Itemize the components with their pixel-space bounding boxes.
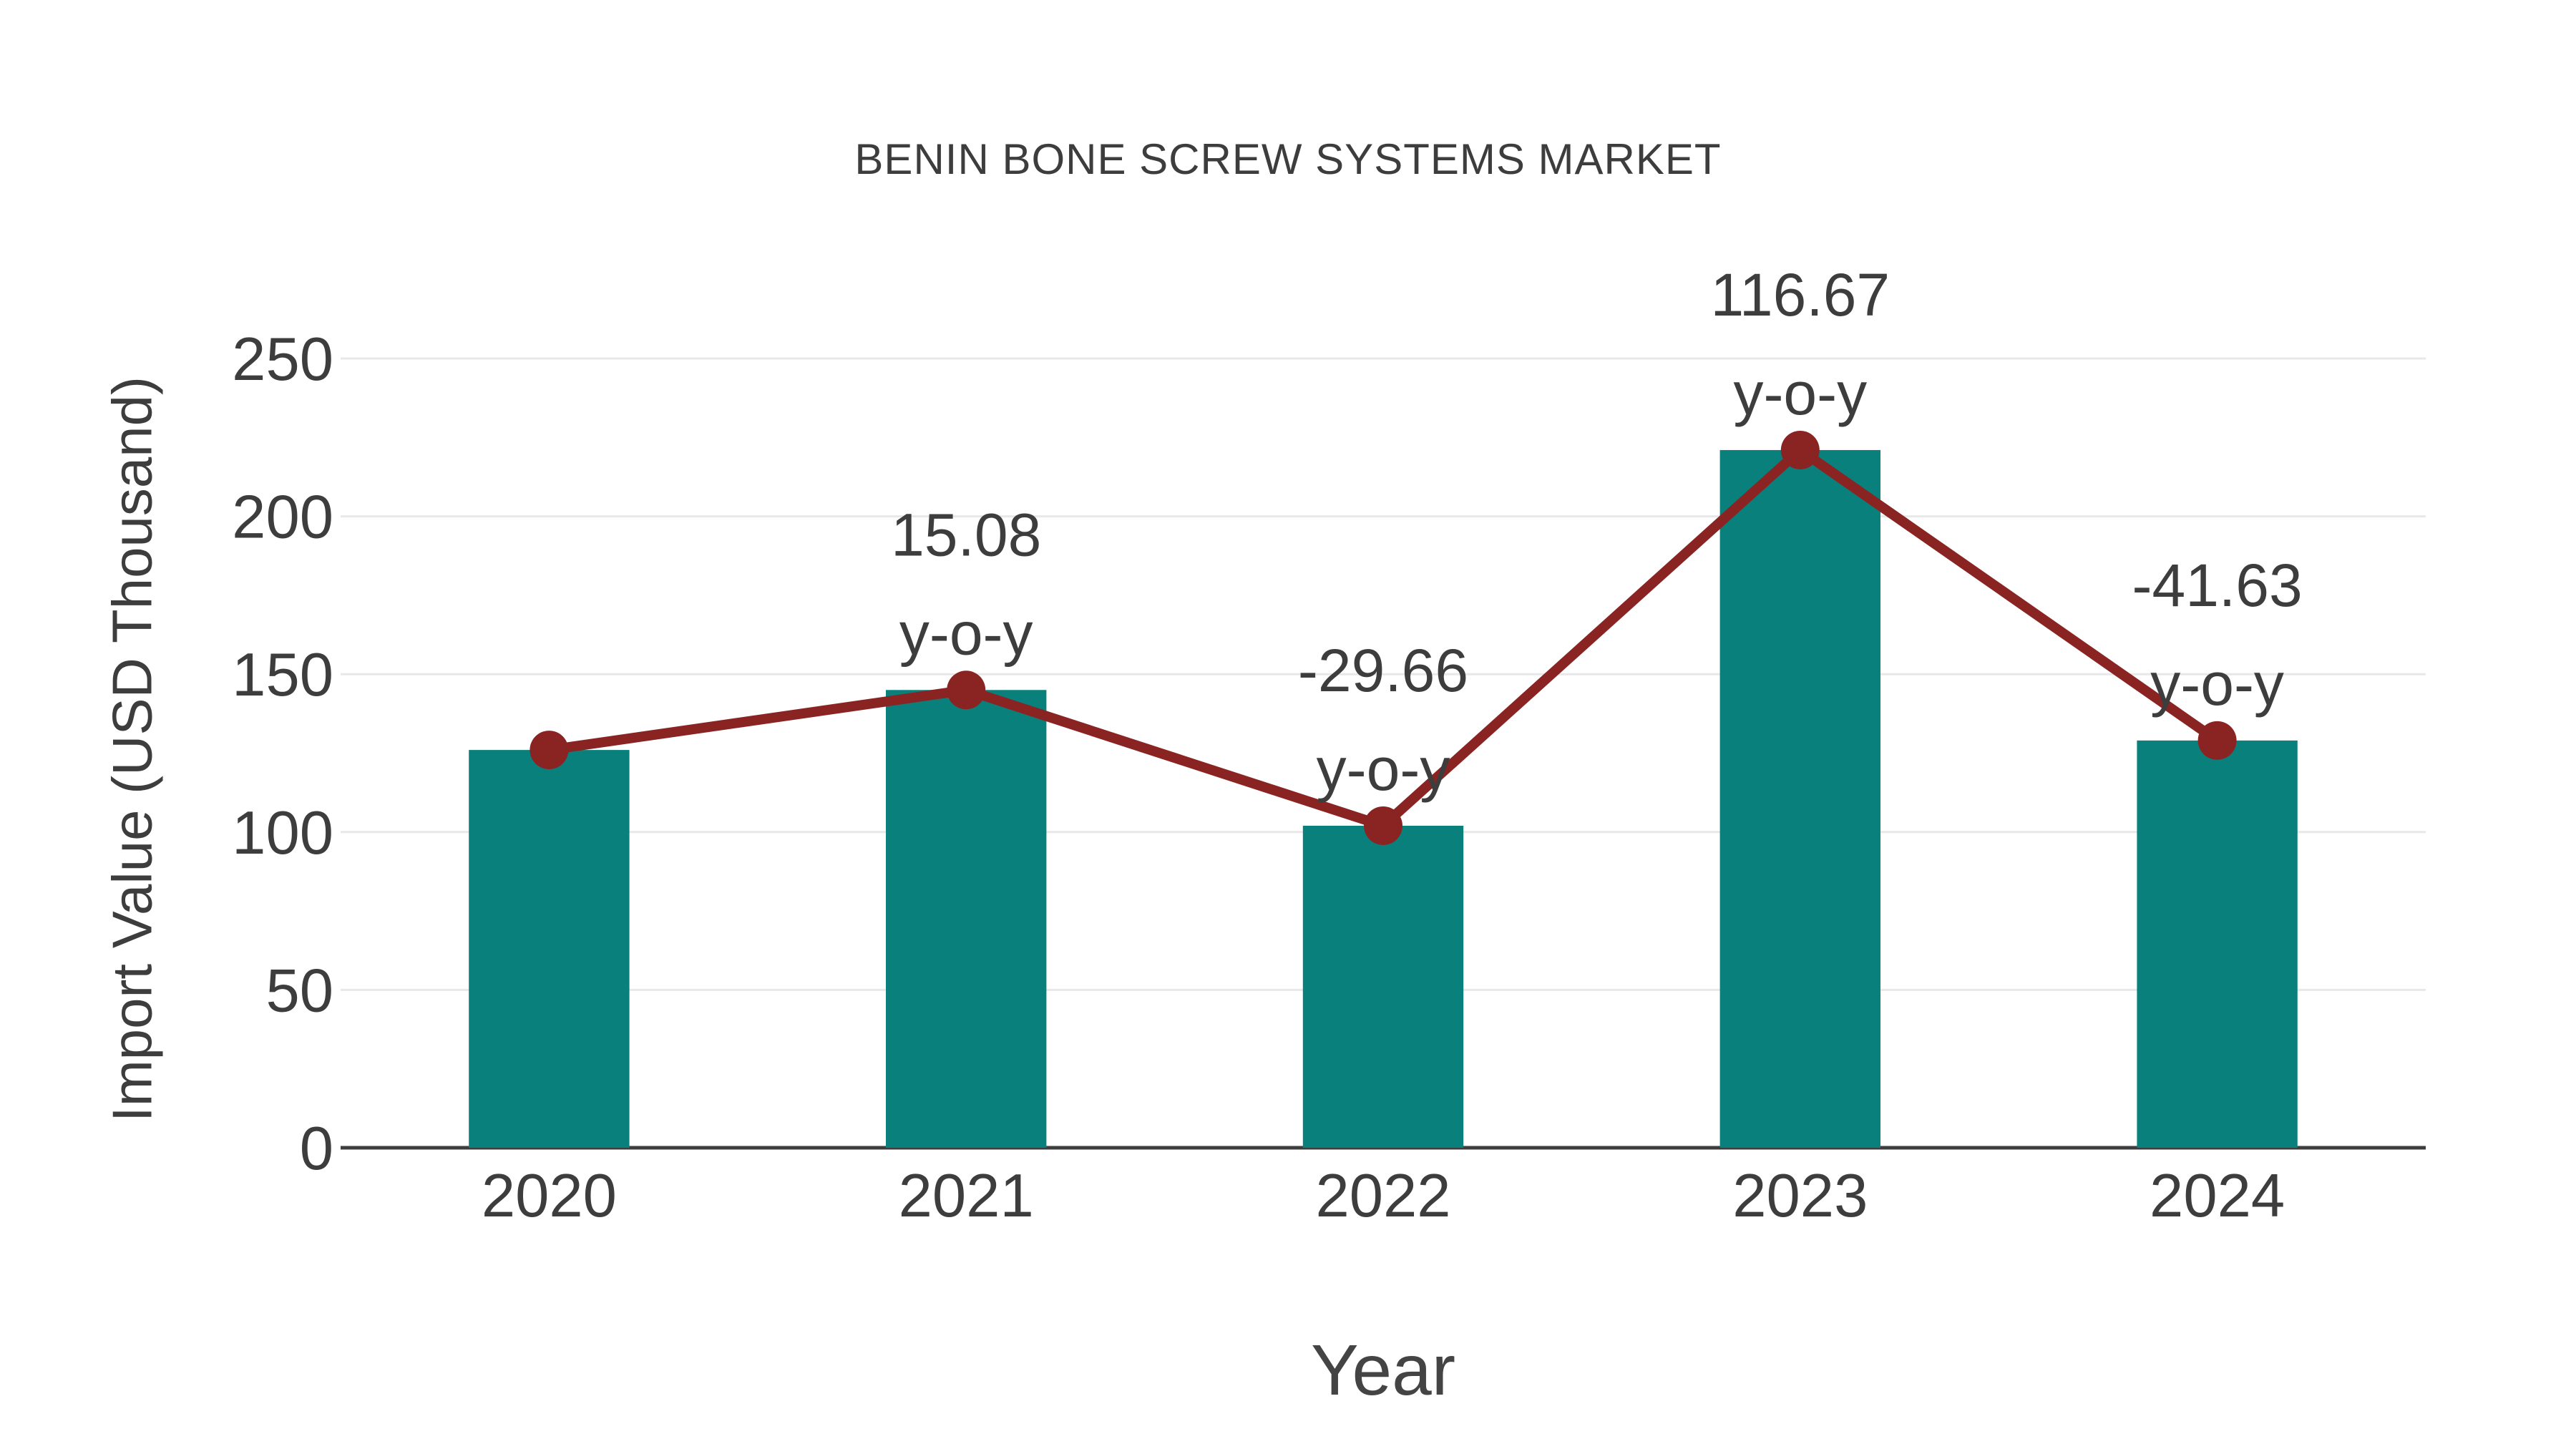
y-tick-label-0: 0 bbox=[300, 1115, 333, 1183]
point-label-2022-line2: y-o-y bbox=[1317, 736, 1450, 803]
chart-title: BENIN BONE SCREW SYSTEMS MARKET bbox=[854, 135, 1722, 183]
point-label-2022-line1: -29.66 bbox=[1298, 637, 1468, 704]
bar-2023 bbox=[1719, 449, 1880, 1148]
bar-2024 bbox=[2137, 740, 2298, 1148]
point-label-2024-line2: y-o-y bbox=[2150, 650, 2284, 718]
marker-2023 bbox=[1780, 430, 1820, 469]
y-tick-label-200: 200 bbox=[232, 484, 333, 552]
x-axis-title: Year bbox=[1310, 1330, 1456, 1410]
point-label-2023-line2: y-o-y bbox=[1733, 360, 1867, 427]
marker-2024 bbox=[2197, 721, 2237, 760]
marker-2022 bbox=[1364, 806, 1402, 845]
x-tick-label-2021: 2021 bbox=[899, 1162, 1034, 1230]
bar-2022 bbox=[1302, 825, 1464, 1148]
marker-2021 bbox=[947, 670, 986, 710]
bar-2021 bbox=[886, 690, 1047, 1148]
point-label-2024-line1: -41.63 bbox=[2132, 552, 2303, 619]
x-tick-label-2020: 2020 bbox=[482, 1162, 617, 1230]
x-tick-label-2023: 2023 bbox=[1732, 1162, 1868, 1230]
y-tick-label-100: 100 bbox=[232, 799, 333, 867]
bar-2020 bbox=[469, 750, 630, 1148]
point-label-2021-line1: 15.08 bbox=[891, 501, 1041, 568]
y-tick-label-250: 250 bbox=[232, 326, 333, 394]
y-tick-label-150: 150 bbox=[232, 641, 333, 709]
marker-2020 bbox=[530, 731, 569, 770]
point-label-2023-line1: 116.67 bbox=[1710, 261, 1890, 328]
x-tick-label-2022: 2022 bbox=[1315, 1162, 1450, 1230]
x-tick-label-2024: 2024 bbox=[2150, 1162, 2285, 1230]
point-label-2021-line2: y-o-y bbox=[899, 600, 1033, 667]
y-tick-label-50: 50 bbox=[265, 957, 333, 1025]
